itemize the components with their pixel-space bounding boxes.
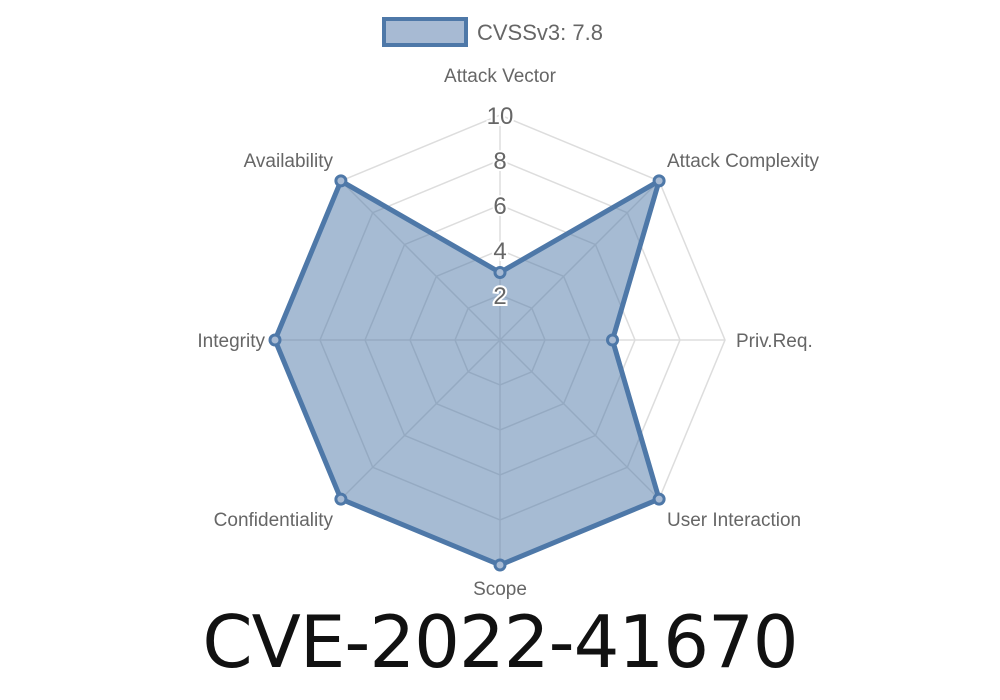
axis-label: Attack Vector (444, 66, 557, 87)
tick-label: 6 (493, 193, 506, 220)
data-point-availability[interactable] (334, 174, 348, 188)
tick-label: 10 (487, 103, 514, 130)
axis-labels: Attack Vector Attack Complexity Priv.Req. U… (197, 66, 819, 600)
cve-title: CVE-2022-41670 (202, 600, 798, 684)
data-point-attack-vector[interactable] (493, 266, 507, 279)
data-point-attack-complexity[interactable] (652, 174, 666, 188)
series-area (272, 178, 662, 568)
axis-label: Attack Complexity (667, 151, 820, 172)
data-point-priv-req-[interactable] (606, 333, 619, 347)
axis-label: Scope (473, 579, 527, 600)
series-layer (268, 174, 666, 572)
legend-label: CVSSv3: 7.8 (477, 20, 603, 45)
axis-label: Confidentiality (214, 510, 334, 531)
tick-label: 4 (493, 238, 506, 265)
tick-label: 8 (493, 148, 506, 175)
data-point-user-interaction[interactable] (652, 492, 666, 506)
data-point-scope[interactable] (493, 558, 507, 572)
legend: CVSSv3: 7.8 (382, 17, 603, 47)
axis-label: Priv.Req. (736, 331, 813, 352)
legend-swatch (382, 17, 468, 47)
axis-label: Availability (244, 151, 334, 172)
axis-label: Integrity (197, 331, 265, 352)
tick-label: 2 (493, 283, 506, 310)
data-point-integrity[interactable] (268, 333, 282, 347)
axis-label: User Interaction (667, 510, 801, 531)
tick-labels: 2 4 6 8 10 (485, 101, 516, 312)
data-point-confidentiality[interactable] (334, 492, 348, 506)
